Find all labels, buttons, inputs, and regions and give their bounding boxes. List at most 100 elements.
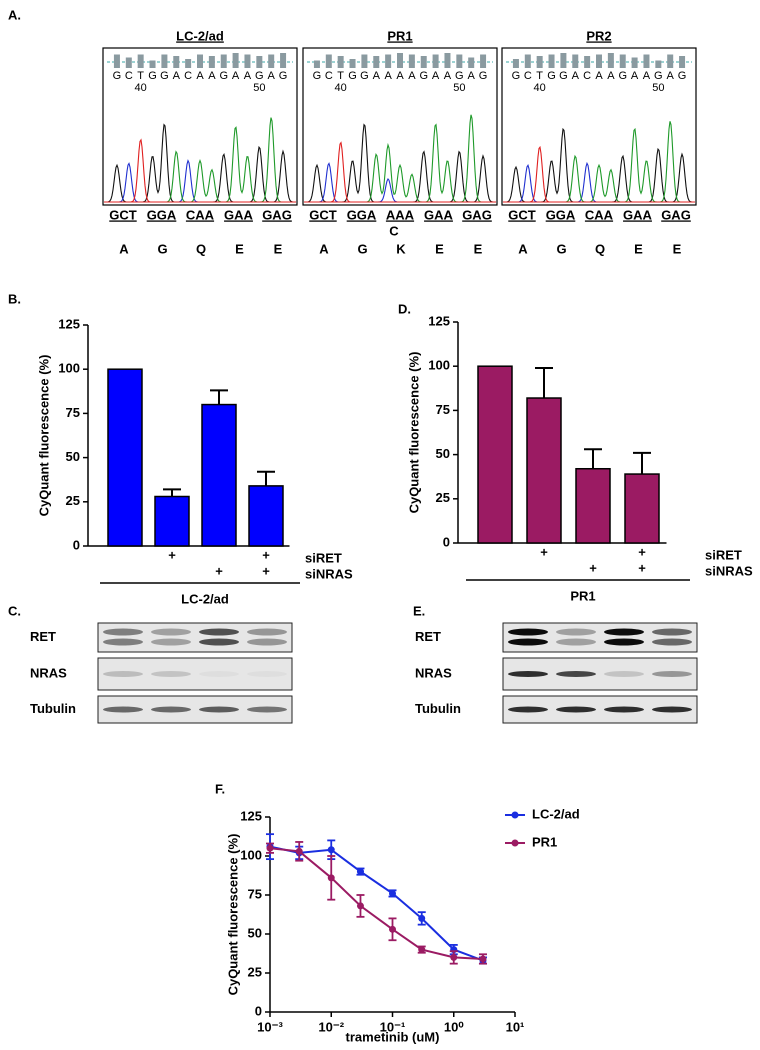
codon: GCT	[508, 207, 536, 222]
quality-bar	[149, 60, 156, 68]
band	[556, 638, 596, 646]
y-tick-label: 0	[443, 534, 450, 549]
codon: GAG	[661, 207, 691, 222]
data-point	[356, 902, 364, 910]
y-tick-label: 75	[248, 886, 262, 901]
band	[508, 638, 548, 646]
blot-label: RET	[30, 629, 56, 644]
position-label: 50	[652, 82, 664, 94]
base-call: A	[208, 70, 216, 82]
y-tick-label: 125	[58, 316, 80, 331]
data-point	[327, 846, 335, 854]
amino-acid: E	[673, 241, 682, 256]
codon: GAG	[262, 207, 292, 222]
y-tick-label: 100	[240, 847, 262, 862]
blot-strip	[97, 657, 293, 691]
position-label: 40	[135, 82, 147, 94]
amino-acid: E	[274, 241, 283, 256]
codon: GAA	[623, 207, 653, 222]
amino-acid: A	[518, 241, 528, 256]
band	[508, 706, 548, 713]
quality-bar	[444, 53, 451, 68]
treatment-mark: +	[638, 544, 646, 559]
y-tick-label: 25	[436, 490, 450, 505]
base-call: C	[125, 70, 133, 82]
quality-bar	[480, 54, 487, 68]
base-call: G	[547, 70, 556, 82]
quality-bar	[113, 54, 120, 68]
amino-acid: E	[435, 241, 444, 256]
base-call: G	[279, 70, 288, 82]
alt-base: C	[389, 223, 399, 238]
y-tick-label: 25	[66, 493, 80, 508]
series-line	[269, 845, 484, 962]
base-call: A	[396, 70, 404, 82]
sample-title: LC-2/ad	[176, 28, 224, 43]
base-call: A	[232, 70, 240, 82]
base-call: A	[643, 70, 651, 82]
quality-bar	[596, 54, 602, 68]
band	[652, 638, 692, 646]
bar	[477, 365, 513, 544]
amino-acid: Q	[196, 241, 206, 256]
quality-bar	[337, 56, 344, 68]
data-point	[327, 874, 335, 882]
blot-label: RET	[415, 629, 441, 644]
band	[103, 628, 143, 636]
base-call: A	[468, 70, 476, 82]
quality-bar	[137, 54, 144, 68]
treatment-name: siNRAS	[705, 563, 753, 578]
quality-bar	[361, 54, 368, 68]
base-call: G	[148, 70, 157, 82]
treatment-name: siNRAS	[305, 566, 353, 581]
data-point	[418, 946, 426, 954]
quality-bar	[572, 54, 579, 68]
base-call: C	[325, 70, 333, 82]
bar	[526, 397, 562, 544]
codon: GAG	[462, 207, 492, 222]
base-call: G	[654, 70, 663, 82]
band	[556, 628, 596, 636]
legend-marker	[511, 811, 519, 819]
quality-bar	[244, 54, 251, 68]
bar	[201, 403, 237, 547]
base-call: G	[678, 70, 687, 82]
band	[604, 706, 644, 713]
base-call: C	[184, 70, 192, 82]
position-label: 40	[534, 82, 546, 94]
base-call: A	[432, 70, 440, 82]
bar	[575, 467, 611, 544]
quality-bar	[125, 57, 132, 68]
chromatogram-frame	[302, 47, 498, 206]
base-call: A	[572, 70, 580, 82]
base-call: A	[607, 70, 615, 82]
quality-bar	[432, 54, 439, 68]
data-point	[479, 955, 487, 963]
base-call: G	[559, 70, 568, 82]
sample-title: PR2	[586, 28, 611, 43]
base-call: G	[360, 70, 369, 82]
codon: GCT	[309, 207, 337, 222]
y-tick-label: 125	[428, 313, 450, 328]
y-tick-label: 75	[436, 402, 450, 417]
quality-bar	[548, 54, 555, 68]
band	[199, 671, 239, 677]
quality-bar	[185, 59, 192, 68]
quality-bar	[536, 56, 543, 68]
position-label: 50	[453, 82, 465, 94]
bar	[154, 495, 190, 547]
bar	[107, 368, 143, 547]
band	[652, 706, 692, 713]
quality-bar	[397, 53, 403, 68]
panel-label: F.	[215, 781, 225, 796]
quality-bar	[325, 54, 332, 68]
sample-title: PR1	[387, 28, 412, 43]
blot-label: Tubulin	[30, 701, 76, 716]
base-call: G	[219, 70, 228, 82]
panel-label: D.	[398, 301, 411, 316]
y-tick-label: 50	[248, 925, 262, 940]
base-call: A	[196, 70, 204, 82]
band	[151, 638, 191, 646]
chromatogram-frame	[501, 47, 697, 206]
